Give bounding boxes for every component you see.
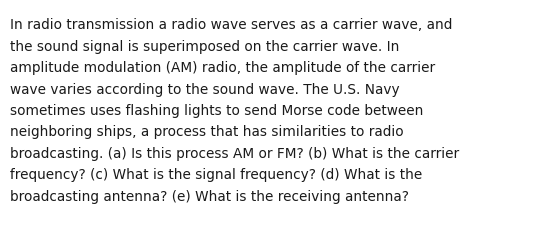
Text: the sound signal is superimposed on the carrier wave. In: the sound signal is superimposed on the … [10, 40, 400, 54]
Text: broadcasting. (a) Is this process AM or FM? (b) What is the carrier: broadcasting. (a) Is this process AM or … [10, 146, 459, 160]
Text: wave varies according to the sound wave. The U.S. Navy: wave varies according to the sound wave.… [10, 82, 400, 96]
Text: frequency? (c) What is the signal frequency? (d) What is the: frequency? (c) What is the signal freque… [10, 167, 422, 181]
Text: sometimes uses flashing lights to send Morse code between: sometimes uses flashing lights to send M… [10, 104, 424, 117]
Text: In radio transmission a radio wave serves as a carrier wave, and: In radio transmission a radio wave serve… [10, 18, 453, 32]
Text: broadcasting antenna? (e) What is the receiving antenna?: broadcasting antenna? (e) What is the re… [10, 189, 409, 203]
Text: amplitude modulation (AM) radio, the amplitude of the carrier: amplitude modulation (AM) radio, the amp… [10, 61, 435, 75]
Text: neighboring ships, a process that has similarities to radio: neighboring ships, a process that has si… [10, 125, 403, 139]
